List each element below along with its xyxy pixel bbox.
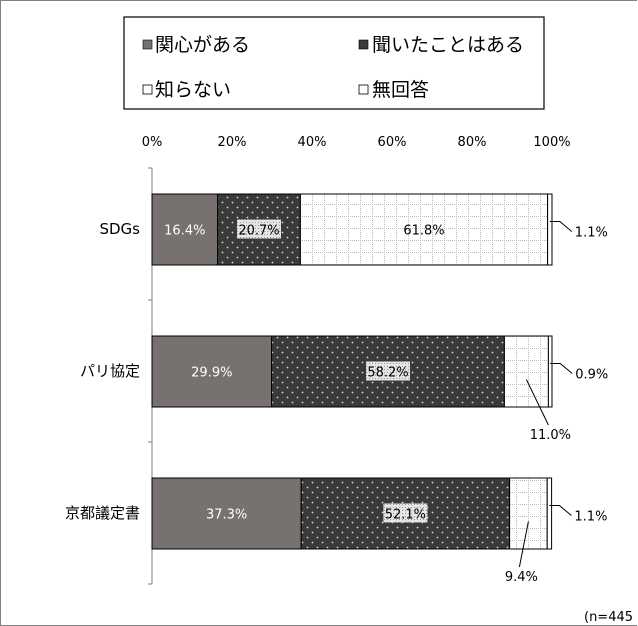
x-tick-5: 100% bbox=[533, 135, 570, 150]
value-label-1-2: 11.0% bbox=[530, 428, 571, 443]
legend-swatch-3 bbox=[358, 84, 369, 95]
value-label-0-2: 61.8% bbox=[403, 224, 444, 239]
callout-line-0-3 bbox=[549, 221, 573, 232]
value-label-2-3: 1.1% bbox=[574, 510, 607, 525]
bar-segment-0-3 bbox=[547, 193, 553, 266]
value-label-0-1: 20.7% bbox=[238, 224, 279, 239]
value-label-bg-2-1 bbox=[383, 503, 428, 523]
value-label-2-2: 9.4% bbox=[505, 570, 538, 585]
value-label-1-3: 0.9% bbox=[575, 368, 608, 383]
legend-label-1: 聞いたことはある bbox=[372, 34, 524, 56]
value-labels-group: 16.4% 20.7% 61.8% 1.1% 29.9% 58.2% 11.0% 0.9% 37… bbox=[164, 219, 608, 585]
value-label-0-3: 1.1% bbox=[575, 226, 608, 241]
sample-size-note: (n=445 bbox=[584, 610, 633, 625]
callout-line-1-3 bbox=[550, 363, 573, 374]
value-label-1-1: 58.2% bbox=[367, 366, 408, 381]
bar-segment-1-0 bbox=[151, 335, 273, 408]
value-label-2-0: 37.3% bbox=[206, 508, 247, 523]
x-axis-ticks: 0% 20% 40% 60% 80% 100% bbox=[142, 135, 571, 150]
legend-label-2: 知らない bbox=[155, 79, 231, 101]
category-label-1: パリ協定 bbox=[80, 362, 140, 380]
bar-segment-1-2 bbox=[503, 335, 549, 408]
legend-swatch-2 bbox=[142, 84, 153, 95]
callout-line-2-3 bbox=[549, 505, 572, 516]
callout-line-2-2 bbox=[518, 521, 529, 568]
category-label-2: 京都議定書 bbox=[65, 504, 140, 522]
legend-label-3: 無回答 bbox=[372, 79, 429, 101]
bars-group bbox=[151, 193, 553, 550]
bar-segment-1-3 bbox=[547, 335, 553, 408]
legend-label-0: 関心がある bbox=[155, 34, 250, 56]
value-label-bg-1-1 bbox=[366, 361, 410, 381]
bar-segment-2-2 bbox=[509, 477, 548, 550]
value-label-bg-0-1 bbox=[237, 219, 281, 239]
legend-swatch-1 bbox=[358, 39, 369, 50]
x-tick-2: 40% bbox=[298, 135, 327, 150]
x-tick-1: 20% bbox=[218, 135, 247, 150]
callouts-group bbox=[518, 221, 573, 568]
category-label-0: SDGs bbox=[99, 220, 140, 238]
value-label-0-0: 16.4% bbox=[164, 224, 205, 239]
legend: 関心がある 聞いたことはある 知らない 無回答 bbox=[123, 16, 545, 110]
legend-swatch-0 bbox=[142, 39, 153, 50]
legend-box bbox=[123, 16, 545, 110]
value-label-1-0: 29.9% bbox=[191, 366, 232, 381]
bar-segment-0-2 bbox=[299, 193, 549, 266]
callout-line-1-2 bbox=[525, 379, 549, 426]
y-axis bbox=[148, 167, 153, 585]
x-tick-3: 60% bbox=[378, 135, 407, 150]
bar-segment-2-0 bbox=[151, 477, 302, 550]
value-label-2-1: 52.1% bbox=[385, 508, 426, 523]
x-tick-0: 0% bbox=[142, 135, 163, 150]
category-labels: SDGs パリ協定 京都議定書 bbox=[65, 220, 140, 522]
bar-segment-2-3 bbox=[546, 477, 553, 550]
x-tick-4: 80% bbox=[458, 135, 487, 150]
